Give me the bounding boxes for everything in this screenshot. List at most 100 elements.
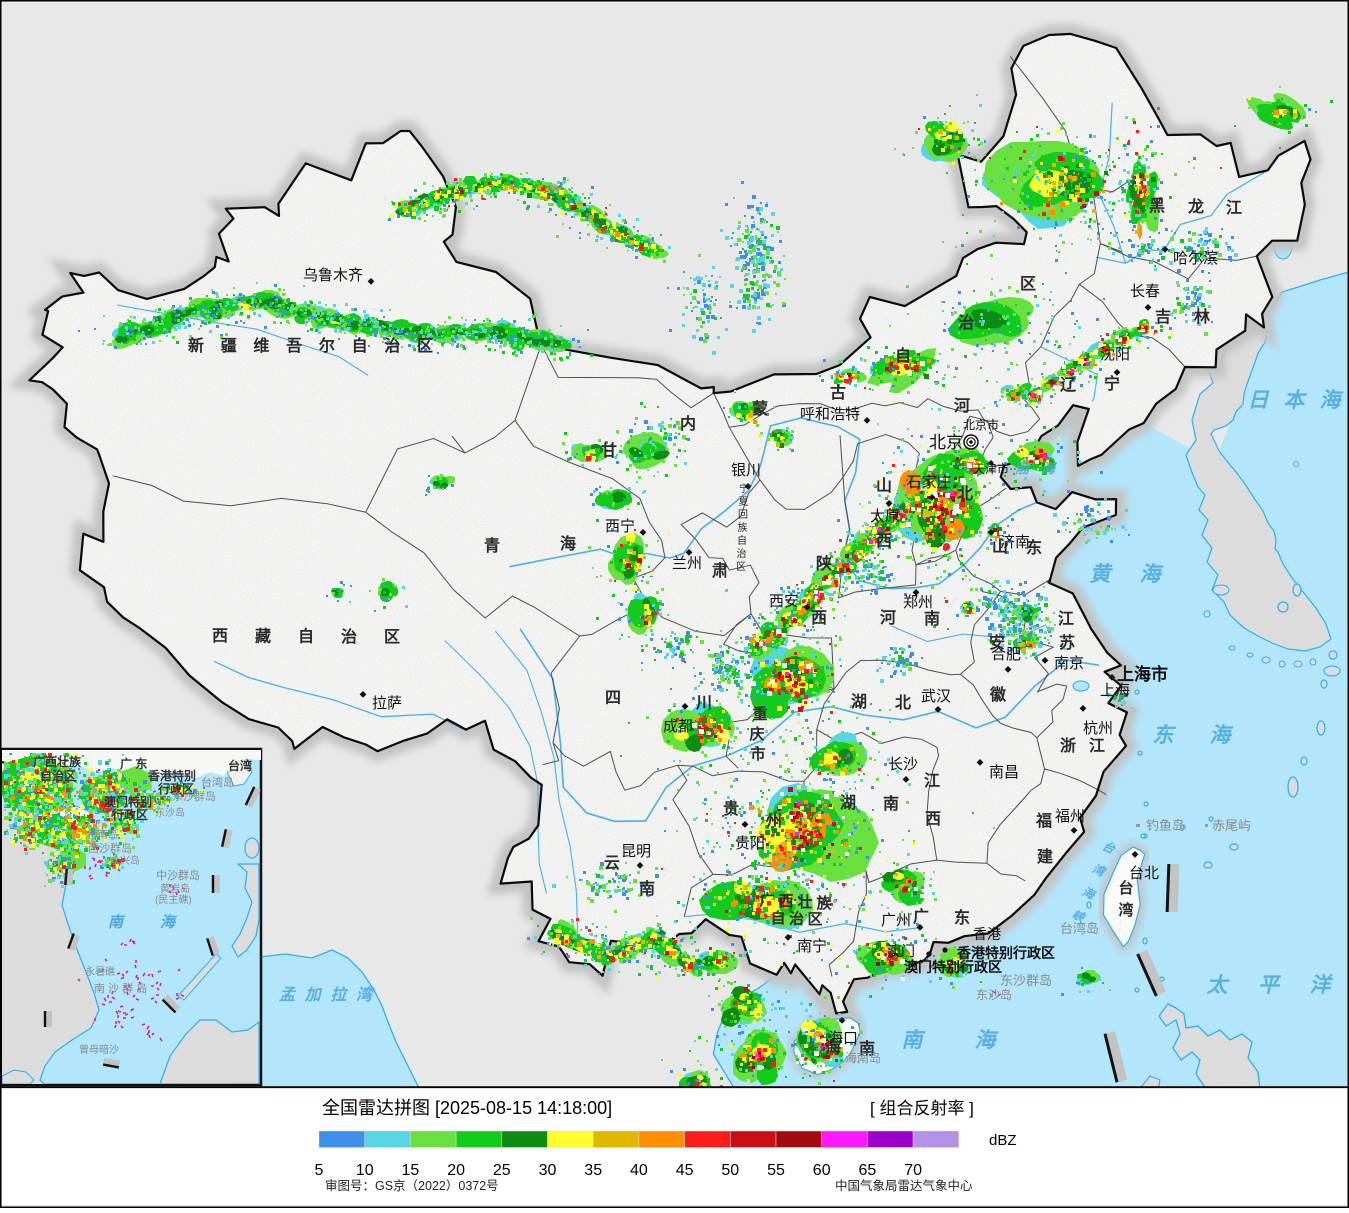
svg-text:太原: 太原 bbox=[870, 508, 900, 525]
svg-text:台湾: 台湾 bbox=[228, 758, 252, 773]
svg-text:10: 10 bbox=[356, 1162, 374, 1179]
svg-text:治: 治 bbox=[384, 336, 400, 355]
svg-text:行政区: 行政区 bbox=[157, 781, 194, 796]
svg-text:南 沙 群 岛: 南 沙 群 岛 bbox=[94, 981, 147, 995]
svg-text:(民主礁): (民主礁) bbox=[155, 893, 192, 906]
svg-text:海: 海 bbox=[1320, 388, 1345, 412]
svg-text:澳门特别行政区: 澳门特别行政区 bbox=[904, 959, 1002, 975]
svg-text:东沙群岛: 东沙群岛 bbox=[172, 789, 216, 803]
svg-text:海: 海 bbox=[1041, 460, 1058, 476]
svg-text:东沙岛: 东沙岛 bbox=[976, 987, 1012, 1002]
svg-text:哈尔滨: 哈尔滨 bbox=[1173, 250, 1218, 267]
svg-text:长春: 长春 bbox=[1130, 283, 1160, 300]
svg-text:昆明: 昆明 bbox=[621, 843, 651, 860]
svg-text:广: 广 bbox=[759, 891, 774, 909]
svg-text:中沙群岛: 中沙群岛 bbox=[156, 868, 200, 882]
svg-text:呼和浩特: 呼和浩特 bbox=[800, 406, 860, 423]
svg-text:湖: 湖 bbox=[840, 794, 856, 812]
svg-text:山: 山 bbox=[876, 477, 892, 495]
svg-text:治: 治 bbox=[737, 547, 747, 560]
svg-text:江: 江 bbox=[1089, 737, 1105, 755]
svg-text:云: 云 bbox=[604, 855, 620, 872]
svg-text:35: 35 bbox=[584, 1162, 602, 1179]
svg-text:湾: 湾 bbox=[356, 986, 375, 1004]
svg-text:浙: 浙 bbox=[1060, 736, 1076, 755]
svg-text:辽: 辽 bbox=[1060, 376, 1077, 394]
svg-text:15: 15 bbox=[402, 1162, 420, 1179]
svg-text:州: 州 bbox=[765, 812, 782, 830]
svg-text:尔: 尔 bbox=[319, 336, 335, 355]
svg-text:25: 25 bbox=[493, 1162, 511, 1179]
svg-text:台: 台 bbox=[1118, 879, 1133, 897]
svg-text:四: 四 bbox=[605, 690, 621, 707]
svg-text:南: 南 bbox=[639, 879, 655, 898]
svg-text:曾母暗沙: 曾母暗沙 bbox=[79, 1043, 119, 1056]
svg-text:古: 古 bbox=[830, 383, 846, 402]
svg-text:区: 区 bbox=[807, 911, 822, 928]
svg-text:兰州: 兰州 bbox=[672, 555, 702, 572]
svg-text:壮: 壮 bbox=[797, 893, 812, 911]
svg-text:全国雷达拼图 [2025-08-15 14:18:00]: 全国雷达拼图 [2025-08-15 14:18:00] bbox=[322, 1098, 612, 1118]
svg-text:广西壮族: 广西壮族 bbox=[33, 754, 82, 769]
svg-text:广: 广 bbox=[913, 907, 929, 926]
svg-text:市: 市 bbox=[750, 745, 765, 763]
svg-text:太: 太 bbox=[1206, 973, 1231, 997]
svg-text:合肥: 合肥 bbox=[991, 646, 1021, 663]
svg-text:本: 本 bbox=[1284, 388, 1308, 412]
svg-text:区: 区 bbox=[417, 337, 433, 355]
svg-text:20: 20 bbox=[447, 1162, 465, 1179]
svg-text:庆: 庆 bbox=[749, 725, 764, 743]
svg-text:45: 45 bbox=[676, 1162, 694, 1179]
svg-text:自: 自 bbox=[895, 346, 911, 365]
svg-text:自: 自 bbox=[352, 336, 368, 355]
svg-text:加: 加 bbox=[304, 986, 323, 1004]
svg-text:南: 南 bbox=[859, 1039, 875, 1058]
svg-text:南: 南 bbox=[924, 609, 940, 628]
svg-text:5: 5 bbox=[315, 1162, 324, 1179]
svg-text:自治区: 自治区 bbox=[40, 768, 76, 783]
svg-text:杭州: 杭州 bbox=[1083, 720, 1113, 737]
svg-text:中国气象局雷达气象中心: 中国气象局雷达气象中心 bbox=[835, 1178, 973, 1193]
svg-text:上海: 上海 bbox=[1100, 682, 1130, 699]
svg-text:北: 北 bbox=[957, 485, 973, 503]
svg-text:郑州: 郑州 bbox=[903, 594, 933, 611]
svg-text:台湾岛: 台湾岛 bbox=[1060, 921, 1099, 936]
svg-text:川: 川 bbox=[695, 695, 712, 712]
svg-text:疆: 疆 bbox=[221, 337, 237, 355]
svg-text:广州: 广州 bbox=[881, 912, 911, 929]
svg-text:贵阳: 贵阳 bbox=[735, 835, 765, 852]
svg-text:贵: 贵 bbox=[723, 799, 739, 818]
svg-text:族: 族 bbox=[738, 521, 748, 534]
svg-text:渤: 渤 bbox=[1015, 460, 1031, 476]
svg-text:黑: 黑 bbox=[1149, 197, 1165, 215]
svg-text:香港特别: 香港特别 bbox=[147, 768, 196, 783]
svg-text:南宁: 南宁 bbox=[797, 938, 827, 955]
svg-text:吉: 吉 bbox=[1155, 307, 1171, 326]
svg-text:武汉: 武汉 bbox=[921, 688, 951, 705]
svg-text:西宁: 西宁 bbox=[605, 518, 635, 535]
svg-text:黄岩岛: 黄岩岛 bbox=[160, 882, 190, 895]
svg-text:南: 南 bbox=[108, 914, 126, 931]
svg-text:日: 日 bbox=[1248, 389, 1271, 412]
svg-text:徽: 徽 bbox=[989, 685, 1007, 704]
svg-text:福: 福 bbox=[1035, 811, 1052, 830]
svg-text:江: 江 bbox=[924, 772, 940, 790]
svg-text:澳门特别: 澳门特别 bbox=[104, 794, 152, 809]
svg-text:石家庄: 石家庄 bbox=[906, 473, 951, 491]
svg-text:拉: 拉 bbox=[330, 986, 349, 1004]
svg-text:甘: 甘 bbox=[601, 442, 617, 460]
svg-text:行政区: 行政区 bbox=[111, 807, 148, 822]
svg-text:长沙: 长沙 bbox=[888, 756, 918, 773]
svg-text:吾: 吾 bbox=[286, 337, 302, 355]
svg-text:永兴岛: 永兴岛 bbox=[110, 854, 140, 867]
svg-text:北京: 北京 bbox=[929, 433, 963, 452]
svg-text:60: 60 bbox=[813, 1162, 831, 1179]
svg-text:天津市: 天津市 bbox=[973, 461, 1009, 476]
svg-text:蒙: 蒙 bbox=[752, 399, 768, 418]
svg-text:西: 西 bbox=[876, 532, 892, 550]
svg-text:40: 40 bbox=[630, 1162, 648, 1179]
svg-text:自: 自 bbox=[737, 534, 747, 547]
svg-text:广 东: 广 东 bbox=[120, 756, 147, 771]
svg-text:青: 青 bbox=[484, 536, 500, 555]
svg-text:西安: 西安 bbox=[769, 593, 799, 610]
